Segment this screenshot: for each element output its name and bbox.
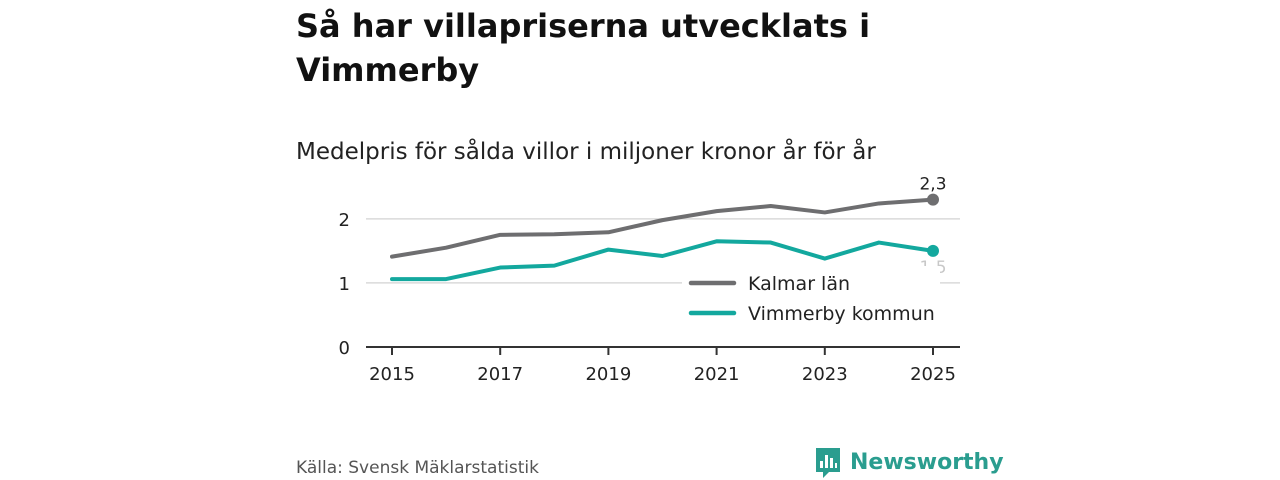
legend-label-0: Kalmar län bbox=[748, 273, 850, 295]
y-tick-label: 2 bbox=[339, 210, 350, 231]
y-tick-label: 0 bbox=[339, 338, 350, 359]
axes: 0 1 2 2015 2017 2019 2021 2023 2025 bbox=[339, 210, 960, 385]
chart-title: Så har villapriserna utvecklats i Vimmer… bbox=[296, 7, 871, 89]
source-note: Källa: Svensk Mäklarstatistik bbox=[296, 458, 539, 478]
series-line-1 bbox=[390, 239, 935, 282]
series-line-0 bbox=[390, 197, 935, 259]
series: 2,31,5 bbox=[390, 175, 947, 282]
x-tick-label: 2015 bbox=[369, 364, 415, 385]
x-tick-label: 2023 bbox=[802, 364, 848, 385]
series-end-label-0: 2,3 bbox=[919, 175, 946, 195]
x-tick-label: 2025 bbox=[910, 364, 956, 385]
series-end-point-0 bbox=[927, 193, 939, 206]
x-tick-label: 2019 bbox=[585, 364, 631, 385]
x-tick-label: 2017 bbox=[477, 364, 523, 385]
series-end-point-1 bbox=[927, 244, 939, 257]
legend: Kalmar län Vimmerby kommun bbox=[682, 266, 940, 334]
brand-name: Newsworthy bbox=[850, 450, 1004, 475]
legend-background bbox=[682, 266, 940, 334]
legend-label-1: Vimmerby kommun bbox=[748, 303, 935, 325]
x-tick-label: 2021 bbox=[694, 364, 740, 385]
y-tick-label: 1 bbox=[339, 274, 350, 295]
brand-logo: Newsworthy bbox=[814, 446, 1004, 480]
chart-subtitle: Medelpris för sålda villor i miljoner kr… bbox=[296, 139, 876, 165]
newsworthy-logo-icon bbox=[816, 448, 840, 478]
